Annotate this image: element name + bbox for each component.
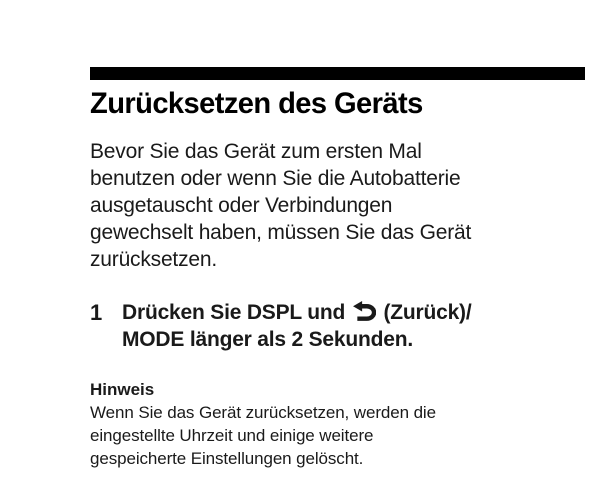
page-title: Zurücksetzen des Geräts bbox=[90, 87, 423, 120]
step-text-line2: MODE länger als 2 Sekunden. bbox=[122, 328, 414, 351]
step-1: 1 Drücken Sie DSPL und (Zurück)/ MODE lä… bbox=[90, 299, 585, 353]
step-number: 1 bbox=[90, 300, 103, 325]
section-divider-rule bbox=[90, 67, 585, 80]
note-heading: Hinweis bbox=[90, 380, 155, 399]
step-text-after-icon: (Zurück)/ bbox=[383, 301, 472, 324]
back-arrow-icon bbox=[352, 301, 377, 322]
intro-paragraph: Bevor Sie das Gerät zum ersten Mal benut… bbox=[90, 140, 472, 271]
note-body: Wenn Sie das Gerät zurücksetzen, werden … bbox=[90, 403, 436, 468]
step-instruction: Drücken Sie DSPL und (Zurück)/ MODE läng… bbox=[122, 299, 472, 353]
step-text-before-icon: Drücken Sie DSPL und bbox=[122, 301, 346, 324]
note-section: Hinweis Wenn Sie das Gerät zurücksetzen,… bbox=[90, 378, 585, 470]
